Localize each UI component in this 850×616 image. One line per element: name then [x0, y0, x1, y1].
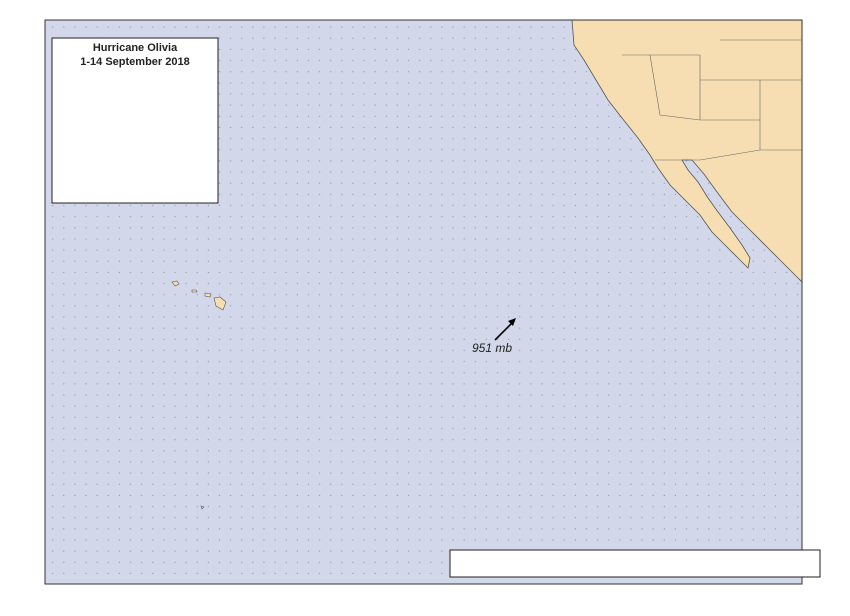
pressure-arrowhead — [508, 318, 516, 326]
scale-box — [449, 549, 821, 578]
pressure-label: 951 mb — [472, 341, 512, 355]
land — [171, 20, 802, 510]
pressure-arrow — [494, 320, 515, 341]
legend-title: Hurricane Olivia — [93, 42, 178, 54]
legend-subtitle: 1-14 September 2018 — [80, 56, 189, 68]
map-frame — [44, 19, 803, 585]
legend-box — [51, 37, 219, 204]
